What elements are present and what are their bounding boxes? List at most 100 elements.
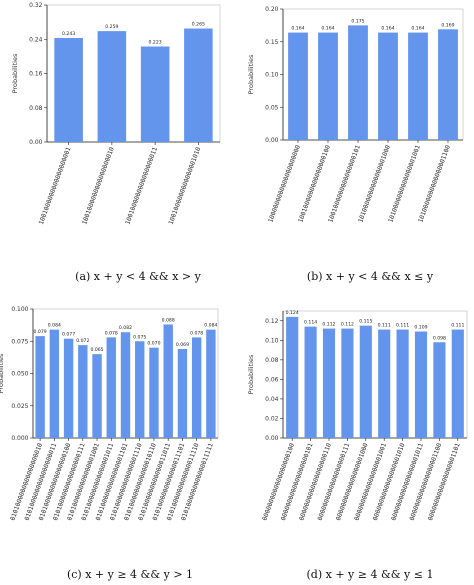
bar <box>322 328 336 438</box>
data-label: 0.223 <box>149 40 162 46</box>
bar <box>184 28 213 142</box>
data-label: 0.115 <box>359 319 372 325</box>
data-label: 0.079 <box>34 329 47 335</box>
data-label: 0.164 <box>411 26 424 32</box>
bar <box>378 329 391 438</box>
x-tick-label: 1010000000000000001000 <box>357 144 392 224</box>
x-tick-label: 0000000000000000000100 <box>261 442 296 522</box>
subfigure-caption: (b) x + y < 4 && x ≤ y <box>307 270 434 283</box>
data-label: 0.069 <box>176 342 189 348</box>
bar <box>63 338 74 438</box>
subfigure-caption: (c) x + y ≥ 4 && y > 1 <box>67 568 193 581</box>
y-tick-label: 0.05 <box>265 104 279 111</box>
data-label: 0.111 <box>396 323 409 329</box>
y-tick-label: 0.08 <box>29 105 43 112</box>
subfigure-caption: (a) x + y < 4 && x > y <box>75 270 201 283</box>
y-axis-label: Probabilities <box>247 354 255 394</box>
data-label: 0.084 <box>204 323 217 329</box>
bar <box>49 329 60 438</box>
data-label: 0.265 <box>192 22 205 28</box>
bar <box>414 331 428 438</box>
y-tick-label: 0.10 <box>265 72 279 79</box>
y-tick-label: 0.100 <box>11 306 28 313</box>
bar <box>97 31 127 143</box>
bar <box>135 341 145 438</box>
x-tick-label: 1001000000000000000011 <box>124 146 159 226</box>
data-label: 0.078 <box>190 330 203 336</box>
x-tick-label: 1001000000000000000101 <box>327 144 362 224</box>
bar <box>54 37 83 143</box>
y-tick-label: 0.00 <box>29 139 43 146</box>
y-tick-label: 0.08 <box>265 357 279 364</box>
data-label: 0.111 <box>378 323 391 329</box>
data-label: 0.065 <box>90 347 103 353</box>
bar <box>120 332 131 438</box>
y-tick-label: 0.050 <box>11 371 28 378</box>
plot-frame <box>282 8 464 141</box>
bar <box>35 336 45 438</box>
bar <box>206 329 216 438</box>
y-tick-label: 0.00 <box>265 137 279 144</box>
y-axis-label: Probabilities <box>0 353 5 393</box>
bar <box>191 337 202 438</box>
data-label: 0.084 <box>48 323 61 329</box>
data-label: 0.088 <box>162 317 175 323</box>
y-tick-label: 0.06 <box>265 376 279 383</box>
y-axis-label: Probabilities <box>247 54 255 94</box>
data-label: 0.075 <box>133 334 146 340</box>
data-label: 0.112 <box>322 322 335 328</box>
bar <box>286 316 299 438</box>
bar <box>396 329 409 438</box>
bar <box>177 348 188 438</box>
y-tick-label: 0.12 <box>265 318 279 325</box>
y-tick-label: 0.025 <box>11 403 28 410</box>
data-label: 0.175 <box>351 18 364 24</box>
x-tick-label: 1001000000000000001010 <box>168 146 203 226</box>
bar <box>140 46 170 143</box>
bar <box>288 32 308 140</box>
subfigure-caption: (d) x + y ≥ 4 && y ≤ 1 <box>307 568 434 581</box>
data-label: 0.259 <box>105 24 118 30</box>
data-label: 0.109 <box>414 325 427 331</box>
bar <box>348 25 368 140</box>
bar <box>92 354 102 438</box>
data-label: 0.164 <box>291 26 304 32</box>
bar <box>149 347 159 438</box>
data-label: 0.082 <box>119 325 132 331</box>
bar <box>78 345 88 438</box>
bar <box>318 32 338 140</box>
data-label: 0.078 <box>105 330 118 336</box>
data-label: 0.112 <box>341 322 354 328</box>
x-tick-label: 1001000000000000000010 <box>81 146 116 226</box>
data-label: 0.243 <box>62 31 75 37</box>
chart-panel-1: 0.00 0.08 0.16 0.24 0.32 Probabilities 0.243 10… <box>11 2 221 283</box>
data-label: 0.169 <box>441 22 454 28</box>
bar <box>378 32 398 140</box>
chart-panel-2: 0.00 0.05 0.10 0.15 0.20 Probabilities 0.164 10… <box>247 6 464 283</box>
bar <box>163 324 173 438</box>
data-label: 0.098 <box>433 335 446 341</box>
x-tick-label: 1000000000000000000000 <box>267 144 302 224</box>
y-tick-label: 0.000 <box>11 435 28 442</box>
data-label: 0.111 <box>451 323 464 329</box>
y-tick-label: 0.15 <box>265 39 279 46</box>
chart-panel-3: 0.000 0.025 0.050 0.075 0.100 Probabilities 0.… <box>0 306 219 581</box>
bar <box>304 326 317 438</box>
data-label: 0.164 <box>381 26 394 32</box>
bar <box>451 329 464 438</box>
bar <box>359 325 372 438</box>
y-tick-label: 0.10 <box>265 337 279 344</box>
data-label: 0.077 <box>62 332 75 338</box>
x-tick-label: 1010000000000000001100 <box>417 144 452 224</box>
y-tick-label: 0.24 <box>29 36 43 43</box>
y-tick-label: 0.075 <box>11 338 28 345</box>
bar <box>341 328 354 438</box>
data-label: 0.072 <box>76 338 89 344</box>
bar <box>408 32 428 140</box>
y-tick-label: 0.00 <box>265 435 279 442</box>
data-label: 0.070 <box>147 341 160 347</box>
bar <box>106 337 116 438</box>
x-tick-label: 1010000000000000001001 <box>387 144 422 224</box>
data-label: 0.124 <box>286 310 299 316</box>
